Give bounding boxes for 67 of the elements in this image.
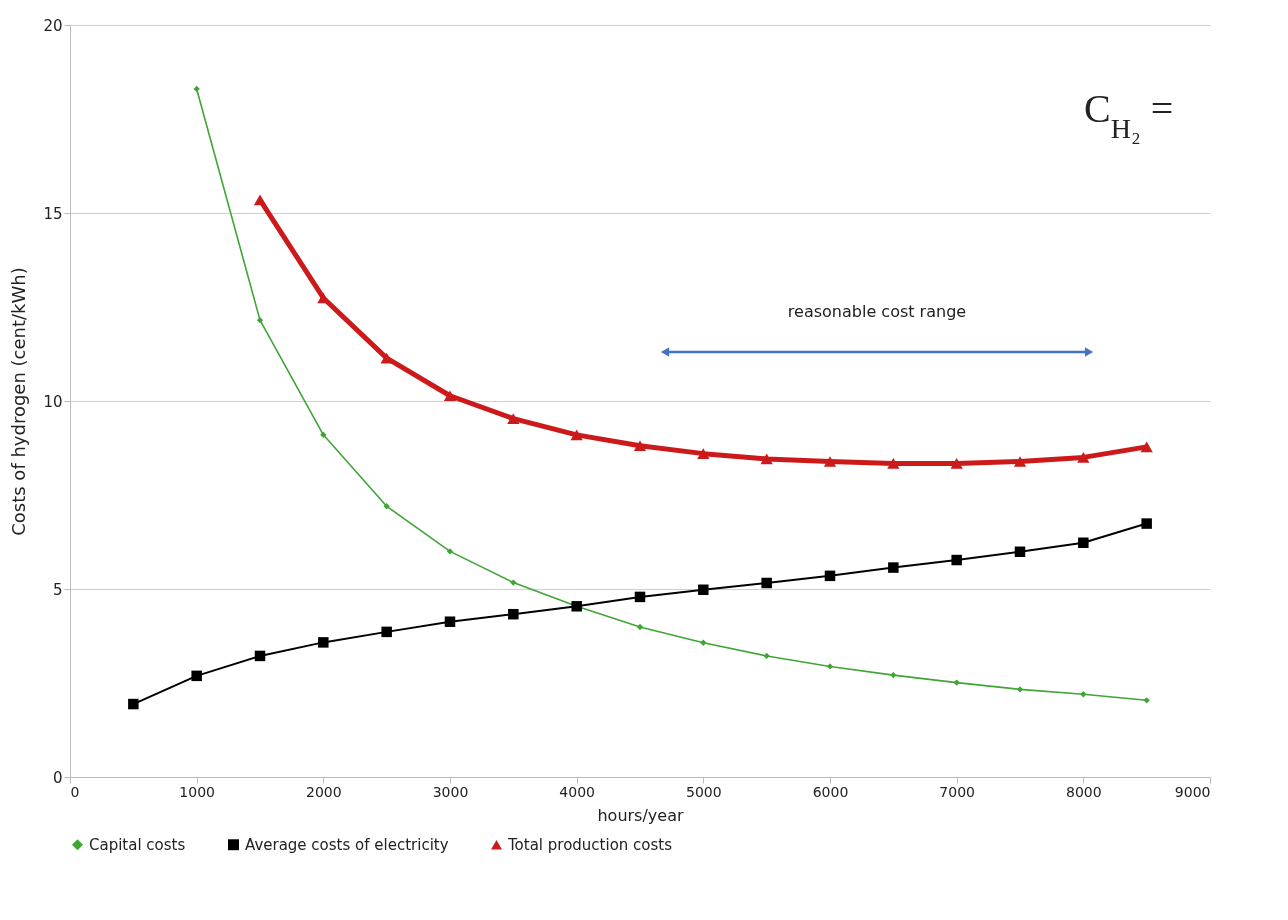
point [633, 440, 647, 452]
point [890, 671, 897, 679]
point [700, 639, 707, 646]
point [253, 194, 267, 206]
point [507, 413, 520, 424]
point [760, 453, 773, 465]
point [193, 85, 200, 93]
legend-label: Average costs of electricity [245, 835, 449, 854]
formula-text: C$_{H₂}$ = [1080, 80, 1270, 160]
point [698, 584, 709, 595]
point [887, 458, 900, 469]
point [510, 579, 517, 586]
y-axis-title: Costs of hydrogen (cent/kWh) [8, 267, 30, 536]
x-tick-label: 6000 [812, 783, 849, 800]
point [508, 608, 519, 620]
point [570, 429, 583, 441]
x-tick-label: 8000 [1066, 783, 1102, 800]
point [380, 352, 393, 364]
point [951, 554, 962, 566]
point [1080, 691, 1087, 698]
point [950, 458, 963, 469]
x-tick-label: 3000 [432, 783, 469, 800]
y-tick-label: 5 [52, 580, 63, 599]
legend-label: Capital costs [89, 835, 186, 854]
x-tick-label: 0 [70, 783, 80, 800]
point [953, 679, 960, 686]
point [1077, 452, 1090, 463]
point [824, 570, 836, 582]
point [888, 562, 899, 573]
x-axis-title: hours/year [597, 805, 684, 825]
annotation: reasonable cost range [787, 302, 967, 321]
point [697, 448, 710, 459]
legend-label: Total production costs [507, 835, 673, 854]
point [256, 317, 264, 324]
point [443, 390, 457, 402]
x-tick-label: 4000 [559, 783, 595, 800]
point [1016, 686, 1024, 693]
y-tick-label: 15 [43, 204, 63, 223]
point [1141, 518, 1152, 529]
point [191, 670, 202, 682]
y-tick-label: 20 [43, 16, 63, 35]
point [444, 616, 456, 627]
y-tick-label: 0 [52, 768, 63, 787]
point [383, 503, 390, 510]
point [1143, 697, 1150, 704]
point [320, 431, 327, 438]
x-tick-label: 9000 [1174, 783, 1211, 800]
point [128, 698, 139, 710]
point [381, 626, 392, 638]
point [761, 577, 772, 589]
x-tick-label: 1000 [179, 783, 215, 800]
y-tick-label: 10 [43, 392, 63, 411]
point [446, 548, 454, 555]
point [1013, 456, 1027, 467]
point [763, 652, 770, 660]
point [823, 456, 837, 467]
point [254, 650, 266, 662]
point [1078, 537, 1089, 548]
point [636, 623, 644, 631]
point [1014, 546, 1026, 558]
x-tick-label: 2000 [306, 783, 342, 800]
point [1140, 441, 1153, 453]
point [634, 591, 646, 603]
point [318, 637, 329, 648]
x-tick-label: 7000 [939, 783, 975, 800]
x-tick-label: 5000 [686, 783, 722, 800]
point [826, 663, 834, 670]
